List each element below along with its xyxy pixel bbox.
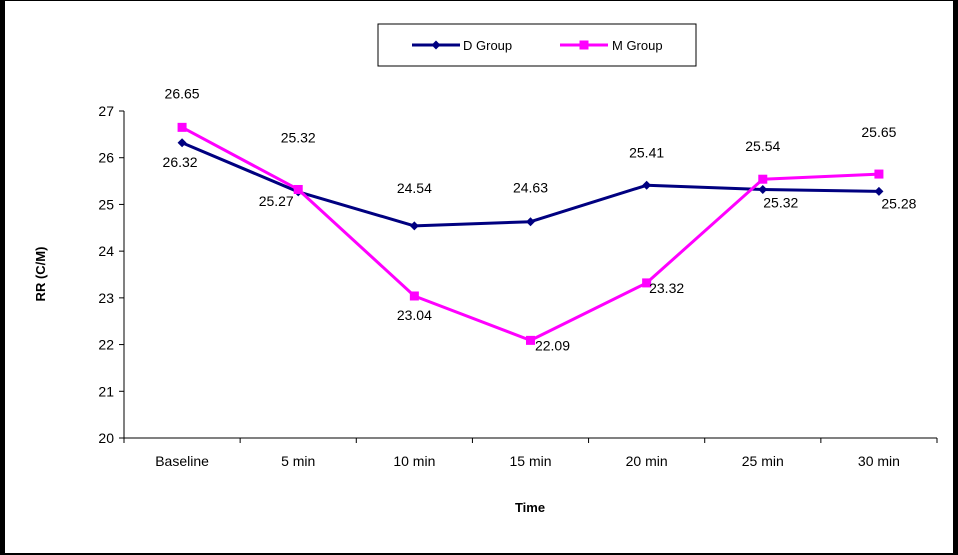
data-label-m-group: 25.32 (281, 129, 316, 145)
data-labels: 26.32 25.27 24.54 24.63 25.41 25.32 25.28 26.65… (163, 85, 917, 353)
x-tick-label: 10 min (393, 453, 435, 469)
data-label-m-group: 25.65 (861, 124, 896, 140)
x-tick-label: 25 min (742, 453, 784, 469)
series-line-m-group (181, 126, 879, 342)
data-point-d-group (642, 180, 652, 190)
x-ticks: Baseline 5 min 10 min 15 min 20 min 25 min 30 … (123, 438, 938, 469)
legend-label-d-group: D Group (463, 38, 512, 53)
data-point-m-group (526, 335, 535, 345)
y-tick-label: 27 (98, 103, 114, 119)
data-label-d-group: 24.63 (513, 180, 548, 196)
data-point-m-group (642, 278, 652, 288)
y-tick-label: 25 (98, 196, 114, 212)
data-label-d-group: 25.27 (259, 193, 294, 209)
data-point-m-group (409, 291, 419, 301)
y-axis-title: RR (C/M) (33, 247, 48, 302)
data-label-d-group: 25.32 (763, 194, 798, 210)
legend: D Group M Group (377, 23, 697, 67)
data-label-m-group: 22.09 (535, 337, 570, 353)
y-tick-label: 26 (98, 150, 114, 166)
series-group (177, 122, 884, 345)
data-point-d-group (409, 221, 419, 231)
x-tick-label: 30 min (858, 453, 900, 469)
data-label-m-group: 26.65 (165, 85, 200, 101)
data-label-m-group: 25.54 (745, 138, 780, 154)
data-label-d-group: 26.32 (163, 154, 198, 170)
legend-label-m-group: M Group (612, 38, 663, 53)
y-tick-label: 20 (98, 430, 114, 446)
data-label-d-group: 24.54 (397, 180, 432, 196)
data-label-m-group: 23.32 (649, 280, 684, 296)
data-label-d-group: 25.28 (881, 195, 916, 211)
y-tick-label: 23 (98, 290, 114, 306)
data-label-d-group: 25.41 (629, 144, 664, 160)
data-point-m-group (874, 169, 884, 179)
data-label-m-group: 23.04 (397, 307, 432, 323)
data-point-d-group (526, 217, 535, 227)
data-point-m-group (177, 122, 187, 132)
legend-marker-d-group (431, 40, 441, 50)
data-point-m-group (758, 174, 768, 184)
data-point-d-group (758, 184, 768, 194)
data-point-d-group (874, 186, 884, 196)
axes (123, 111, 937, 439)
x-axis-title: Time (515, 500, 545, 515)
x-tick-label: 20 min (626, 453, 668, 469)
data-point-d-group (177, 138, 187, 148)
x-tick-label: Baseline (155, 453, 209, 469)
y-ticks: 20 21 22 23 24 25 26 27 (98, 103, 124, 446)
legend-marker-m-group (579, 40, 589, 50)
y-tick-label: 24 (98, 243, 114, 259)
data-point-m-group (293, 184, 303, 194)
y-tick-label: 21 (98, 383, 114, 399)
x-tick-label: 5 min (281, 453, 315, 469)
x-tick-label: 15 min (509, 453, 551, 469)
y-tick-label: 22 (98, 337, 114, 353)
